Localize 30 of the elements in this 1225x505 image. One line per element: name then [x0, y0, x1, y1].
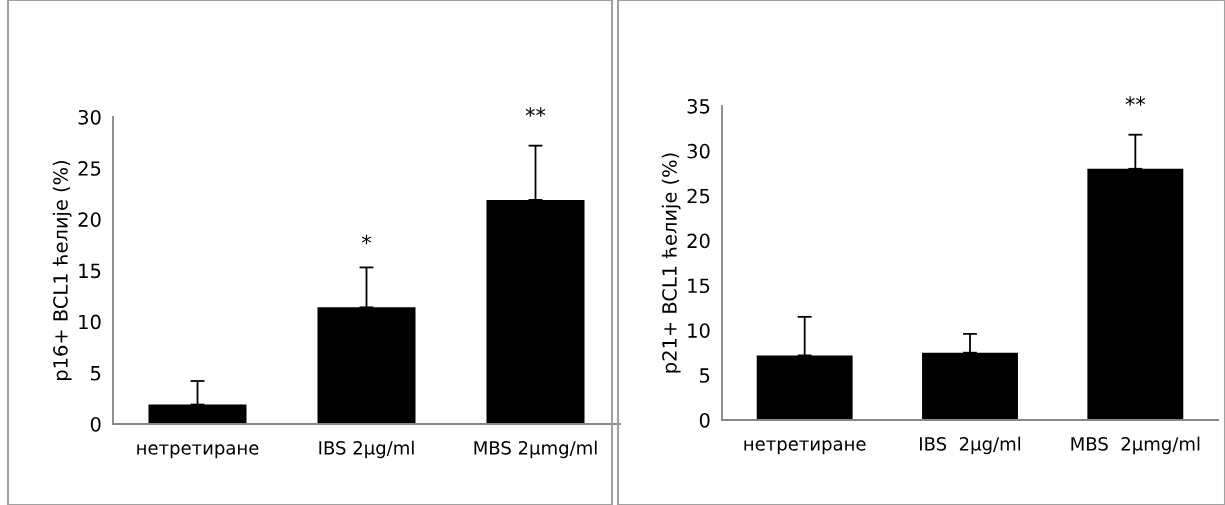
x-tick-label: нетретиране	[137, 444, 259, 459]
y-tick-label: 10	[688, 323, 710, 338]
y-axis-title: p16+ BCL1 ћелије (%)	[52, 160, 72, 380]
bar	[1087, 168, 1184, 420]
y-axis-title: p21+ BCL1 ћелије (%)	[661, 153, 681, 373]
y-tick-label: 5	[91, 366, 101, 381]
y-tick-label: 20	[687, 233, 710, 249]
y-tick-label: 25	[687, 188, 710, 204]
y-tick-label: 35	[687, 98, 710, 114]
x-tick-label: MBS 2µmg/ml	[474, 440, 597, 459]
y-tick-label: 15	[79, 263, 101, 279]
x-tick-label: нетретиране	[744, 440, 866, 455]
bar	[486, 199, 585, 424]
x-tick-label: MBS 2µmg/ml	[1071, 436, 1200, 455]
y-tick-label: 5	[700, 368, 710, 383]
y-tick-label: 20	[78, 212, 101, 227]
y-tick-label: 30	[78, 109, 101, 125]
bar	[317, 307, 416, 424]
y-tick-label: 0	[699, 412, 710, 428]
y-tick-label: 0	[90, 416, 101, 432]
text: **	[1125, 96, 1146, 106]
x-tick-label: IBS 2µg/ml	[920, 436, 1021, 455]
text: **	[525, 107, 546, 117]
y-tick-label: 10	[79, 314, 101, 330]
y-tick-label: 15	[688, 278, 710, 294]
y-tick-label: 30	[687, 143, 710, 159]
annotation: *	[361, 234, 372, 245]
bar	[922, 352, 1018, 420]
x-tick-label: IBS 2µg/ml	[319, 440, 414, 459]
y-tick-label: 25	[78, 161, 101, 176]
